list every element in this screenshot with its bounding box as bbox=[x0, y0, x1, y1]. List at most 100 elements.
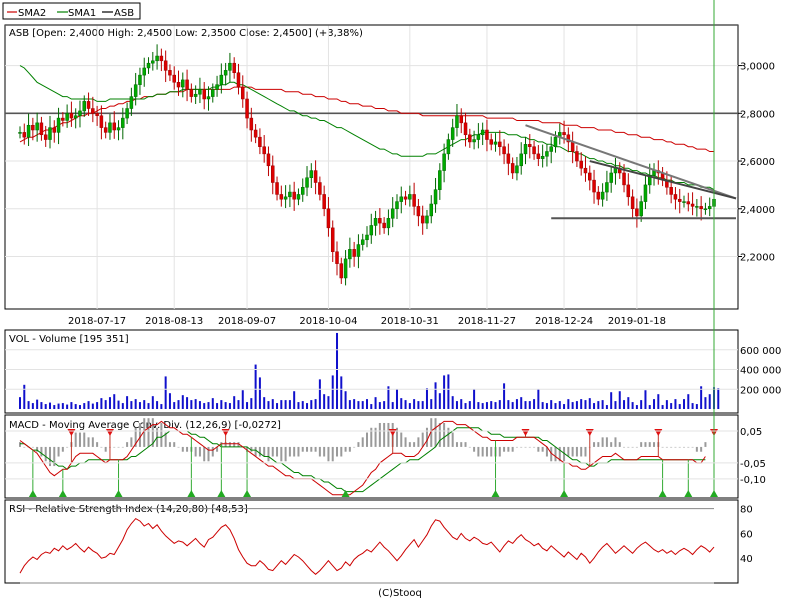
volume-bar bbox=[695, 404, 698, 409]
macd-histogram-bar bbox=[198, 446, 201, 457]
volume-bar bbox=[314, 399, 317, 409]
volume-bar bbox=[657, 394, 660, 409]
candle-body bbox=[125, 108, 129, 119]
volume-bar bbox=[683, 399, 686, 409]
macd-histogram-bar bbox=[357, 442, 360, 447]
volume-bar bbox=[391, 402, 394, 409]
volume-bar bbox=[143, 400, 146, 409]
volume-bar bbox=[318, 379, 321, 409]
macd-histogram-bar bbox=[203, 446, 206, 462]
macd-histogram-bar bbox=[683, 446, 686, 448]
volume-bar bbox=[44, 404, 47, 409]
volume-bar bbox=[575, 401, 578, 409]
buy-marker bbox=[341, 490, 350, 497]
candle-body bbox=[95, 113, 99, 116]
volume-bar bbox=[554, 403, 557, 409]
candle-body bbox=[305, 177, 309, 188]
volume-bar bbox=[601, 400, 604, 409]
candle-body bbox=[450, 127, 455, 140]
volume-bar bbox=[443, 375, 446, 409]
price-x-tick-label: 2018-09-07 bbox=[218, 316, 276, 327]
macd-histogram-bar bbox=[580, 446, 583, 457]
candle-body bbox=[129, 96, 134, 109]
macd-histogram-bar bbox=[314, 446, 317, 452]
volume-bar bbox=[408, 403, 411, 409]
volume-bar bbox=[233, 396, 236, 409]
macd-histogram-bar bbox=[421, 432, 424, 447]
buy-marker bbox=[710, 490, 718, 497]
macd-histogram-bar bbox=[653, 442, 656, 447]
macd-histogram-bar bbox=[258, 446, 261, 457]
candle-body bbox=[707, 206, 712, 210]
candle-body bbox=[622, 172, 626, 186]
macd-histogram-bar bbox=[271, 446, 274, 457]
candle-body bbox=[82, 101, 87, 112]
volume-bar bbox=[383, 401, 386, 409]
buy-marker bbox=[114, 490, 123, 497]
volume-bar bbox=[344, 391, 347, 409]
candle-body bbox=[339, 263, 344, 279]
volume-bar bbox=[515, 399, 518, 409]
candle-body bbox=[570, 141, 575, 152]
volume-bar bbox=[280, 400, 283, 409]
rsi-y-tick-label: 40 bbox=[740, 554, 753, 565]
volume-bar bbox=[537, 389, 540, 409]
candle-body bbox=[133, 84, 138, 97]
candle-body bbox=[472, 139, 476, 143]
macd-histogram-bar bbox=[164, 432, 167, 447]
macd-histogram-bar bbox=[481, 446, 484, 457]
candle-body bbox=[493, 141, 498, 145]
volume-bar bbox=[237, 400, 240, 409]
volume-bar bbox=[494, 402, 497, 409]
candle-body bbox=[288, 191, 292, 198]
candle-body bbox=[176, 82, 181, 88]
volume-bar bbox=[250, 398, 253, 409]
volume-bar bbox=[267, 401, 270, 409]
volume-bar bbox=[400, 398, 403, 409]
volume-bar bbox=[597, 401, 600, 409]
price-trendlines bbox=[525, 124, 737, 220]
volume-bar bbox=[168, 393, 171, 409]
candle-body bbox=[515, 165, 519, 174]
macd-y-tick-label: -0,10 bbox=[740, 475, 766, 486]
macd-histogram-bar bbox=[366, 432, 368, 447]
macd-histogram-bar bbox=[117, 446, 120, 448]
macd-signal-line bbox=[20, 427, 706, 493]
candle-body bbox=[420, 215, 425, 224]
volume-bar bbox=[151, 396, 154, 409]
macd-histogram-bar bbox=[323, 446, 326, 457]
candle-body bbox=[189, 89, 194, 97]
candle-body bbox=[223, 70, 228, 76]
volume-bar bbox=[224, 402, 227, 409]
macd-histogram-bar bbox=[571, 446, 574, 457]
volume-bar bbox=[653, 399, 656, 409]
price-panel bbox=[4, 24, 739, 310]
macd-histogram-bar bbox=[181, 446, 184, 452]
candle-body bbox=[463, 122, 468, 136]
macd-histogram-bar bbox=[575, 446, 578, 457]
volume-bar bbox=[687, 394, 690, 409]
candle-body bbox=[112, 122, 116, 131]
volume-bar bbox=[473, 389, 476, 409]
candle-body bbox=[596, 191, 601, 200]
volume-bar bbox=[541, 402, 544, 409]
candle-body bbox=[326, 208, 331, 229]
rsi-lines bbox=[19, 508, 715, 584]
candle-body bbox=[99, 115, 104, 128]
candle-body bbox=[193, 93, 198, 97]
price-y-tick-label: 2,6000 bbox=[740, 157, 775, 168]
volume-bar bbox=[284, 400, 287, 409]
macd-histogram-bar bbox=[395, 427, 398, 447]
volume-bar bbox=[704, 397, 707, 409]
volume-bar bbox=[87, 401, 90, 409]
macd-histogram-bar bbox=[447, 427, 450, 447]
volume-bar bbox=[331, 375, 334, 409]
volume-bar bbox=[665, 400, 668, 409]
macd-histogram-bar bbox=[477, 446, 480, 457]
macd-histogram-bar bbox=[224, 442, 227, 447]
macd-line bbox=[19, 420, 706, 496]
volume-bar bbox=[618, 391, 621, 409]
volume-bar bbox=[91, 403, 94, 409]
volume-bar bbox=[558, 401, 561, 409]
